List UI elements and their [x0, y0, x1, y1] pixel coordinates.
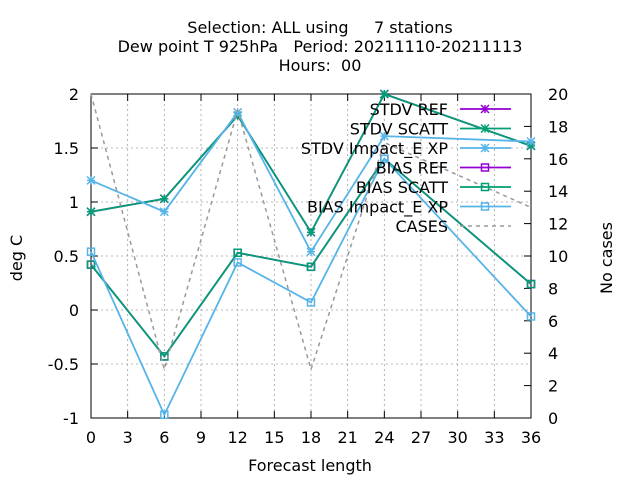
- x-tick-label: 27: [411, 428, 431, 447]
- legend-label-stdv-scatt: STDV SCATT: [350, 120, 449, 139]
- data-point-stdv-impact-e-xp-d2: [379, 131, 389, 141]
- y-tick-label: 1.5: [54, 139, 79, 158]
- chart-title-line-2: Dew point T 925hPa Period: 20211110-2021…: [117, 37, 523, 56]
- legend-label-stdv-impact-e-xp: STDV Impact_E XP: [301, 139, 448, 159]
- x-axis-label: Forecast length: [248, 456, 372, 475]
- x-tick-label: 18: [301, 428, 321, 447]
- series-layer: [86, 89, 536, 420]
- data-point-stdv-scatt-d2: [159, 194, 169, 204]
- y2-tick-label: 18: [548, 117, 568, 136]
- y-tick-label: -0.5: [48, 355, 79, 374]
- y-tick-label: 0.5: [54, 247, 79, 266]
- series-line-bias-impact-e-xp: [90, 157, 532, 417]
- data-point-stdv-impact-e-xp-d2: [526, 136, 536, 147]
- legend-label-stdv-ref: STDV REF: [370, 100, 448, 119]
- legend-marker-bias-ref: [480, 163, 490, 172]
- grid-lines: [91, 94, 531, 418]
- series-line-cases: [90, 93, 532, 373]
- data-point-stdv-scatt-d2: [306, 227, 316, 237]
- series-line-bias-scatt: [90, 157, 532, 358]
- x-tick-label: 3: [123, 428, 133, 447]
- data-point-stdv-impact-e-xp-d2: [159, 207, 169, 217]
- y2-tick-label: 4: [548, 344, 558, 363]
- legend-marker-bias-impact-e-xp: [480, 202, 490, 211]
- data-point-bias-impact-e-xp: [306, 298, 316, 307]
- series-bias-impact-e-xp: [86, 154, 536, 420]
- y2-tick-label: 16: [548, 150, 568, 169]
- data-point-bias-impact-e-xp: [526, 312, 536, 321]
- series-line-stdv-impact-e-xp: [90, 110, 532, 254]
- y-tick-label: -1: [63, 409, 79, 428]
- series-line-bias-ref: [90, 157, 532, 358]
- series-cases: [90, 93, 532, 373]
- x-tick-label: 21: [337, 428, 357, 447]
- y-axis-label: deg C: [7, 235, 26, 281]
- y2-tick-label: 14: [548, 182, 568, 201]
- legend-marker-bias-scatt: [480, 182, 490, 192]
- y2-tick-label: 0: [548, 409, 558, 428]
- chart-title-line-1: Selection: ALL using 7 stations: [187, 18, 453, 37]
- legend-label-bias-impact-e-xp: BIAS Impact_E XP: [307, 198, 448, 218]
- x-tick-label: 15: [264, 428, 284, 447]
- data-point-bias-scatt: [306, 262, 316, 272]
- x-tick-label: 36: [521, 428, 541, 447]
- x-tick-label: 33: [484, 428, 504, 447]
- data-point-stdv-impact-e-xp-d2: [306, 247, 316, 257]
- data-point-stdv-scatt-d2: [86, 207, 96, 217]
- data-point-bias-impact-e-xp: [86, 247, 96, 256]
- legend-marker-stdv-scatt-d2: [480, 123, 490, 134]
- x-tick-label: 6: [159, 428, 169, 447]
- legend-marker-stdv-ref-d2: [480, 104, 490, 114]
- data-point-bias-impact-e-xp: [380, 154, 389, 164]
- y2-tick-label: 20: [548, 85, 568, 104]
- y-tick-label: 2: [69, 85, 79, 104]
- data-point-stdv-impact-e-xp-d2: [86, 175, 96, 185]
- legend-label-bias-ref: BIAS REF: [376, 159, 448, 178]
- x-tick-label: 9: [196, 428, 206, 447]
- legend-label-cases: CASES: [395, 217, 448, 236]
- axis-ticks: 0 3 6 9 12 15 18 21 24 27 30 33 36-1-0.500.511.52024…: [48, 85, 569, 447]
- data-point-bias-impact-e-xp: [233, 258, 242, 267]
- y-tick-label: 0: [69, 301, 79, 320]
- data-point-bias-impact-e-xp: [160, 410, 169, 420]
- x-tick-label: 0: [86, 428, 96, 447]
- x-tick-label: 24: [374, 428, 394, 447]
- series-line-stdv-scatt: [90, 92, 532, 235]
- data-point-bias-scatt: [233, 248, 242, 258]
- y2-tick-label: 12: [548, 215, 568, 234]
- legend-label-bias-scatt: BIAS SCATT: [356, 178, 448, 197]
- x-tick-label: 30: [447, 428, 467, 447]
- chart-title-line-3: Hours: 00: [278, 56, 362, 75]
- y2-tick-label: 8: [548, 279, 558, 298]
- y2-axis-label: No cases: [597, 222, 616, 294]
- y2-tick-label: 2: [548, 377, 558, 396]
- data-point-bias-scatt: [526, 279, 536, 289]
- y2-tick-label: 10: [548, 247, 568, 266]
- data-point-stdv-scatt-d2: [379, 89, 389, 99]
- y2-tick-label: 6: [548, 312, 558, 331]
- data-point-bias-scatt: [86, 260, 96, 269]
- legend-marker-stdv-impact-e-xp-d2: [480, 143, 490, 153]
- y-tick-label: 1: [69, 193, 79, 212]
- x-tick-label: 12: [227, 428, 247, 447]
